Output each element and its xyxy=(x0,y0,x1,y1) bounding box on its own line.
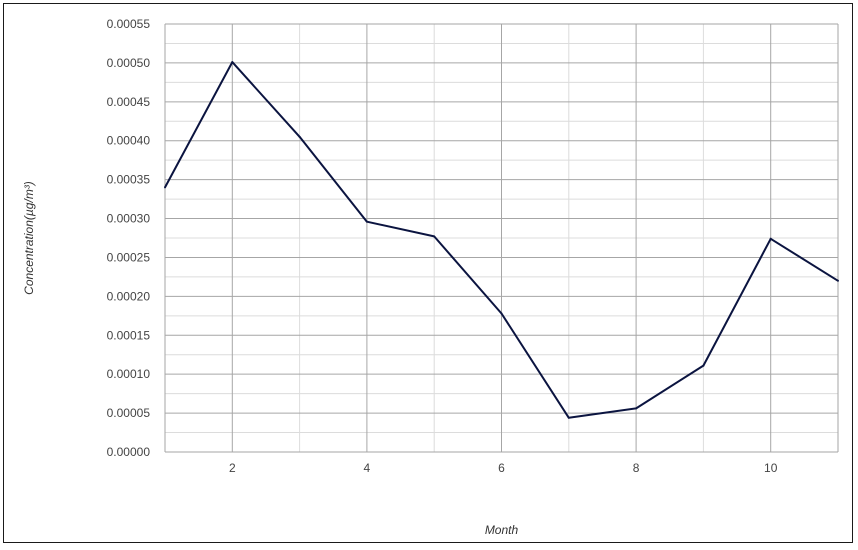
y-tick-label: 0.00010 xyxy=(107,367,151,381)
y-tick-label: 0.00025 xyxy=(107,250,151,264)
major-grid xyxy=(164,23,839,453)
y-tick-label: 0.00015 xyxy=(107,328,151,342)
x-axis-title: Month xyxy=(485,523,519,537)
data-point xyxy=(837,279,839,282)
x-tick-label: 4 xyxy=(364,461,371,475)
data-point xyxy=(635,407,638,410)
minor-grid xyxy=(165,24,838,452)
data-point xyxy=(769,237,772,240)
x-tick-label: 2 xyxy=(229,461,236,475)
y-tick-label: 0.00000 xyxy=(107,445,151,459)
y-tick-label: 0.00045 xyxy=(107,95,151,109)
data-point xyxy=(298,135,301,138)
data-point xyxy=(231,61,234,64)
x-tick-label: 6 xyxy=(498,461,505,475)
data-point xyxy=(567,416,570,419)
data-point xyxy=(702,364,705,367)
y-tick-label: 0.00005 xyxy=(107,406,151,420)
x-tick-label: 10 xyxy=(764,461,778,475)
x-tick-labels: 2 4 6 8 10 xyxy=(229,461,778,475)
y-tick-label: 0.00020 xyxy=(107,289,151,303)
x-tick-label: 8 xyxy=(633,461,640,475)
data-point xyxy=(365,220,368,223)
data-point xyxy=(433,235,436,238)
y-tick-labels: 0.00000 0.00005 0.00010 0.00015 0.00020 0.000… xyxy=(107,17,151,459)
data-point xyxy=(164,186,166,189)
data-point xyxy=(500,312,503,315)
y-tick-label: 0.00055 xyxy=(107,17,151,31)
chart-frame xyxy=(3,3,853,543)
y-axis-title: Concentration(µg/m³) xyxy=(22,181,36,295)
y-tick-label: 0.00030 xyxy=(107,212,151,226)
y-tick-label: 0.00040 xyxy=(107,134,151,148)
y-tick-label: 0.00050 xyxy=(107,56,151,70)
y-tick-label: 0.00035 xyxy=(107,173,151,187)
series-layer xyxy=(164,61,839,419)
